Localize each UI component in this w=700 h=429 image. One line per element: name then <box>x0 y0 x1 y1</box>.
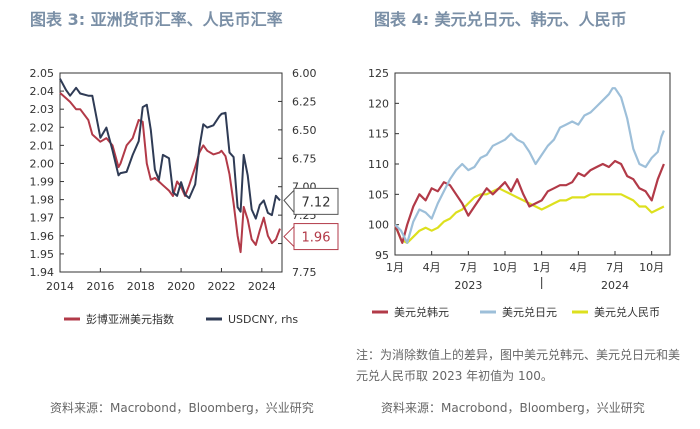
y-left-tick-label: 1.97 <box>30 212 55 225</box>
x-tick-label: 10月 <box>493 261 518 274</box>
y-tick-label: 105 <box>368 188 389 201</box>
year-label-2024: 2024 <box>601 279 629 292</box>
y-left-tick-label: 1.96 <box>30 230 55 243</box>
x-tick-label: 7月 <box>459 261 477 274</box>
y-left-tick-label: 2.02 <box>30 121 55 134</box>
series-line-usdcny <box>393 187 665 244</box>
left-source-text: 资料来源：Macrobond，Bloomberg，兴业研究 <box>50 401 314 415</box>
y-left-tick-label: 2.04 <box>30 85 55 98</box>
legend-label-usdjpy: 美元兑日元 <box>502 305 557 319</box>
callout-box-asia-index <box>293 223 339 251</box>
legend-label-asia-index: 彭博亚洲美元指数 <box>86 312 174 326</box>
x-tick-label: 2018 <box>127 280 155 293</box>
y-left-tick-label: 2.01 <box>30 139 55 152</box>
y-left-tick-label: 2.00 <box>30 157 55 170</box>
y-right-tick-label: 6.25 <box>292 95 317 108</box>
x-tick-label: 2016 <box>86 280 114 293</box>
callout-box-usdcny <box>293 187 339 215</box>
x-tick-label: 10月 <box>639 261 664 274</box>
x-tick-label: 1月 <box>386 261 404 274</box>
left-chart-title: 图表 3: 亚洲货币汇率、人民币汇率 <box>30 10 283 29</box>
callout-value-usdcny: 7.12 <box>302 195 331 210</box>
legend-label-usdcny: 美元兑人民币 <box>594 305 660 319</box>
x-tick-label: 2022 <box>207 280 235 293</box>
y-left-tick-label: 2.05 <box>30 67 55 80</box>
x-tick-label: 7月 <box>606 261 624 274</box>
plot-frame <box>59 72 283 273</box>
y-right-tick-label: 6.50 <box>292 124 317 137</box>
y-left-tick-label: 1.95 <box>30 248 55 261</box>
right-source-text: 资料来源：Macrobond，Bloomberg，兴业研究 <box>381 401 645 415</box>
y-right-tick-label: 7.75 <box>292 266 317 279</box>
legend-label-usdcny: USDCNY, rhs <box>228 313 298 326</box>
x-tick-label: 2024 <box>248 280 276 293</box>
right-chart-title: 图表 4: 美元兑日元、韩元、人民币 <box>374 10 627 29</box>
y-tick-label: 95 <box>375 249 389 262</box>
callout-value-asia-index: 1.96 <box>302 231 331 246</box>
chart-note: 注：为消除数值上的差异，图中美元兑韩元、美元兑日元和美元兑人民币取 2023 年… <box>356 348 681 383</box>
y-left-tick-label: 2.03 <box>30 103 55 116</box>
y-left-tick-label: 1.98 <box>30 194 55 207</box>
y-right-tick-label: 6.00 <box>292 67 317 80</box>
y-right-tick-label: 6.75 <box>292 152 317 165</box>
series-line-usdkrw <box>393 159 665 244</box>
series-line-asia-dollar-index <box>59 92 281 254</box>
y-left-tick-label: 1.99 <box>30 176 55 189</box>
callout-pointer-asia-index <box>283 225 295 248</box>
y-left-tick-label: 1.94 <box>30 266 55 279</box>
y-tick-label: 100 <box>368 219 389 232</box>
left-chart: 2.05 2.04 2.03 2.02 2.01 2.00 1.99 1.98 1.97 1.96… <box>30 67 339 326</box>
y-tick-label: 115 <box>368 128 389 141</box>
x-tick-label: 2014 <box>46 280 74 293</box>
series-line-usdcny <box>59 78 281 220</box>
x-tick-label: 2020 <box>167 280 195 293</box>
y-tick-label: 110 <box>368 158 389 171</box>
y-tick-label: 120 <box>368 97 389 110</box>
x-tick-label: 1月 <box>533 261 551 274</box>
y-tick-label: 125 <box>368 67 389 80</box>
legend-label-usdkrw: 美元兑韩元 <box>394 305 449 319</box>
x-tick-label: 4月 <box>423 261 441 274</box>
x-tick-label: 4月 <box>569 261 587 274</box>
series-line-usdjpy <box>394 87 665 244</box>
year-label-2023: 2023 <box>454 279 482 292</box>
callout-pointer-usdcny <box>283 189 295 214</box>
